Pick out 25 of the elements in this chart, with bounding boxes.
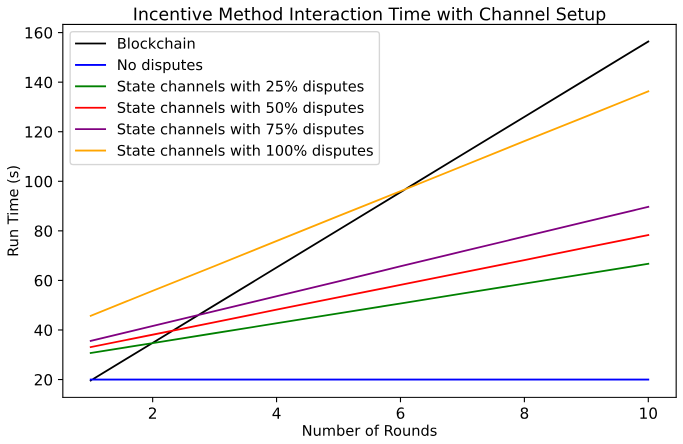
y-tick-label: 40: [34, 324, 52, 336]
y-tick-label: 120: [26, 126, 52, 138]
line-series: [90, 262, 650, 354]
y-tick-label: 100: [26, 176, 52, 188]
line-series: [90, 206, 650, 342]
legend-label: State channels with 75% disputes: [118, 123, 364, 138]
y-tick-label: 60: [34, 274, 52, 286]
legend-label: State channels with 25% disputes: [118, 80, 364, 94]
y-tick-label: 80: [34, 225, 52, 237]
y-tick-label: 140: [26, 76, 52, 88]
legend-label: State channels with 100% disputes: [118, 144, 373, 159]
y-axis-title: Run Time (s): [7, 166, 20, 256]
x-tick-label: 4: [272, 408, 281, 419]
x-axis-title: Number of Rounds: [303, 424, 437, 436]
x-tick-label: 6: [396, 407, 404, 419]
y-tick-label: 160: [26, 27, 52, 39]
chart-title: Incentive Method Interaction Time with Channel Setup: [134, 7, 606, 24]
legend-label: No disputes: [118, 58, 202, 74]
legend-label: State channels with 50% disputes: [118, 102, 364, 116]
y-tick-label: 20: [34, 374, 52, 386]
x-tick-label: 10: [640, 407, 657, 419]
x-tick-label: 2: [148, 407, 156, 419]
legend-label: Blockchain: [118, 38, 194, 49]
x-tick-label: 8: [520, 407, 528, 419]
line-series: [90, 234, 650, 348]
